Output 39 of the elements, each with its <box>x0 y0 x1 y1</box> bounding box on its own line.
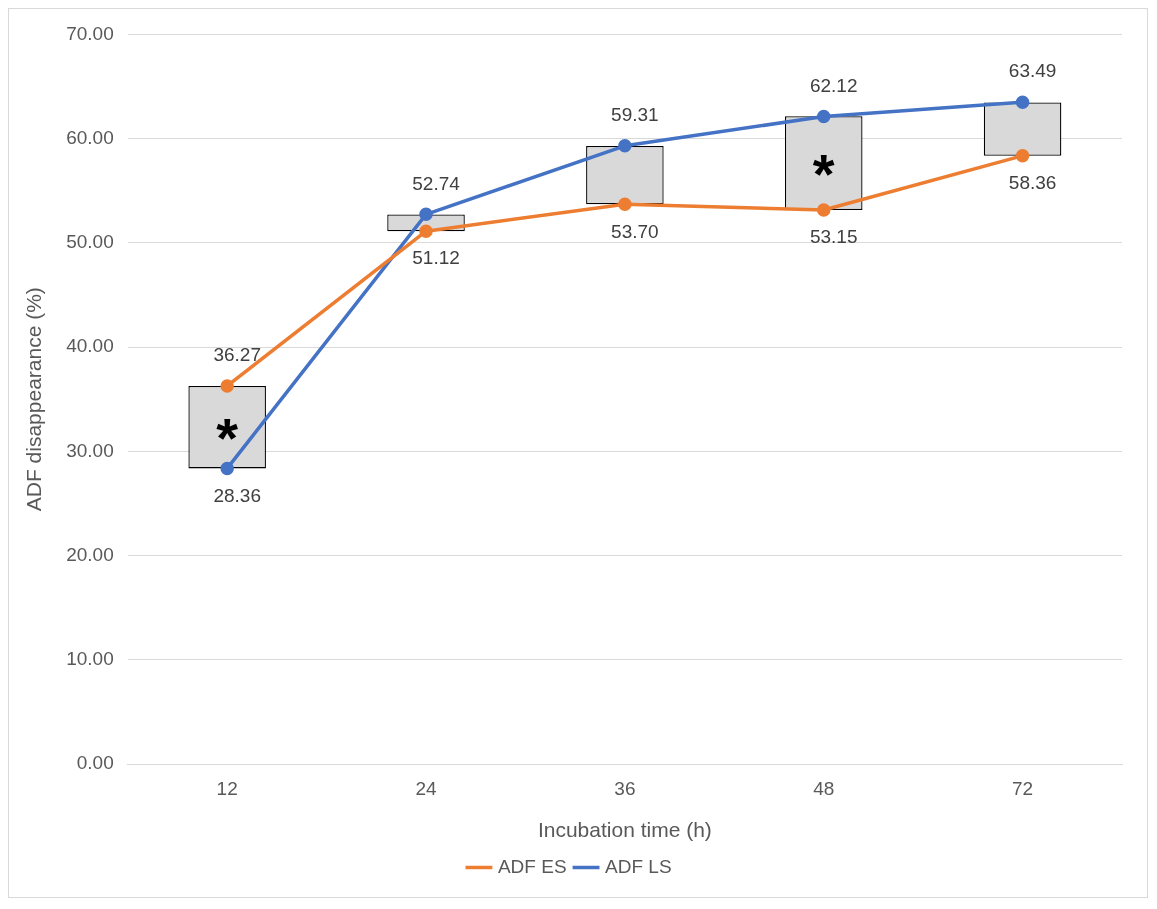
y-tick-label: 60.00 <box>66 126 114 148</box>
point <box>1015 95 1030 109</box>
point <box>419 224 433 238</box>
x-tick-label: 24 <box>415 777 438 799</box>
point <box>618 197 632 212</box>
data-label: 52.74 <box>412 172 461 194</box>
data-label: 53.15 <box>809 226 858 248</box>
x-tick-label: 72 <box>1012 777 1034 799</box>
x-tick-label: 12 <box>216 777 238 799</box>
data-label: 62.12 <box>809 74 858 96</box>
y-tick-label: 0.00 <box>76 752 114 774</box>
y-tick-label: 30.00 <box>66 439 114 461</box>
data-label: 28.36 <box>213 484 261 506</box>
point <box>1015 148 1030 163</box>
y-tick-label: 70.00 <box>66 22 114 44</box>
data-label: 36.27 <box>213 344 261 366</box>
x-tick-label: 48 <box>813 777 835 799</box>
data-label: 59.31 <box>611 104 659 126</box>
data-label: 53.70 <box>611 220 659 242</box>
y-tick-label: 10.00 <box>66 648 114 670</box>
point <box>419 207 433 222</box>
point <box>816 109 831 124</box>
y-tick-label: 50.00 <box>66 231 114 253</box>
point <box>618 139 632 153</box>
legend-label: ADF ES <box>497 855 567 877</box>
point <box>220 461 234 476</box>
point <box>220 379 234 393</box>
y-tick-label: 40.00 <box>66 335 114 357</box>
annotation: * <box>812 141 835 205</box>
data-label: 63.49 <box>1008 60 1057 82</box>
y-axis-title: ADF disappearance (%) <box>22 287 46 512</box>
x-tick-label: 36 <box>614 777 636 799</box>
y-tick-label: 20.00 <box>66 543 114 565</box>
data-label: 58.36 <box>1008 171 1057 193</box>
annotation: * <box>216 405 239 469</box>
legend-label: ADF LS <box>605 855 672 877</box>
point <box>816 203 831 217</box>
x-axis-title: Incubation time (h) <box>537 818 712 842</box>
data-label: 51.12 <box>412 247 460 269</box>
